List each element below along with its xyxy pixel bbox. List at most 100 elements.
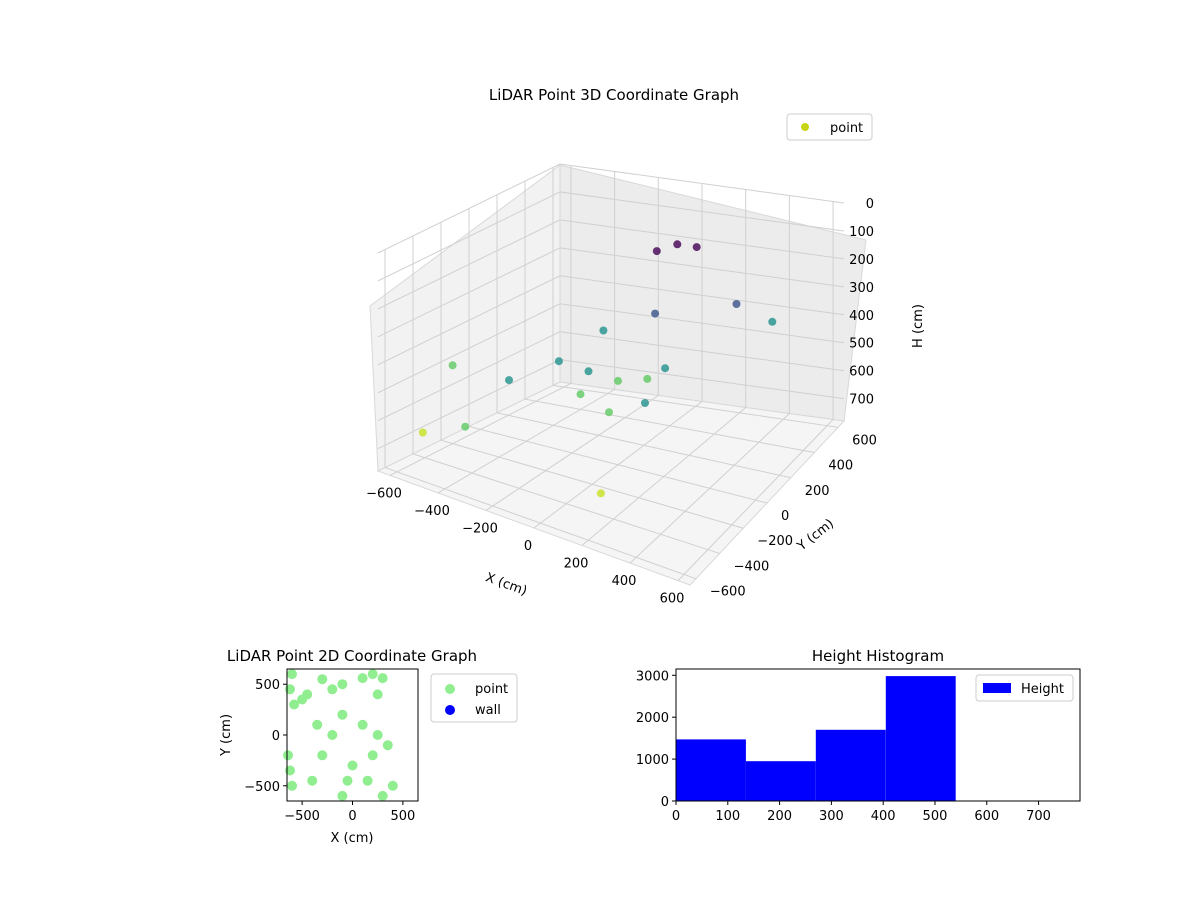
chart-3d-gridline-z xyxy=(377,247,845,338)
chart-3d-xtick: 200 xyxy=(564,557,589,572)
chart-3d-xtick: −400 xyxy=(414,504,450,519)
chart-histogram-bar xyxy=(676,739,746,801)
chart-2d-point xyxy=(337,709,348,720)
chart-histogram-legend-box xyxy=(975,674,1074,702)
chart-2d-ticks: −500 0 500 −500 0 500 xyxy=(244,678,415,824)
chart-3d-gridline-z xyxy=(377,331,845,422)
chart-2d-points xyxy=(283,669,398,801)
chart-histogram-frame xyxy=(675,668,1081,802)
chart-2d-legend-marker-point xyxy=(445,684,455,694)
chart-2d-point xyxy=(372,730,383,740)
chart-histogram-ticks: 0 100 200 300 400 500 600 700 0 1000 2000 3000 xyxy=(636,669,1051,824)
chart-2d-xtick: 0 xyxy=(348,809,356,824)
chart-2d-point xyxy=(367,750,378,761)
chart-2d-point xyxy=(307,775,318,786)
chart-3d-point xyxy=(605,408,613,417)
chart-2d-point xyxy=(377,673,388,684)
chart-3d-point xyxy=(692,243,701,252)
chart-3d-point xyxy=(768,317,777,326)
chart-histogram-xtick: 500 xyxy=(923,809,948,824)
chart-3d-point xyxy=(418,428,427,437)
chart-histogram-ytick: 1000 xyxy=(636,753,669,768)
chart-3d-point xyxy=(641,399,649,407)
chart-3d-ytick: −400 xyxy=(734,560,770,575)
chart-2d-legend-label-point: point xyxy=(475,682,508,697)
chart-histogram-ytick: 2000 xyxy=(636,711,669,726)
chart-3d-point xyxy=(461,422,470,431)
chart-3d-ylabel: Y (cm) xyxy=(794,516,837,554)
chart-histogram-bar xyxy=(815,729,886,801)
chart-2d-ytick: 500 xyxy=(255,678,280,693)
chart-3d-ztick: 0 xyxy=(866,197,874,212)
chart-3d-gridline-x xyxy=(437,171,616,494)
chart-3d-gridline-y xyxy=(384,249,697,580)
chart-2d-point xyxy=(347,760,358,771)
chart-3d-xtick: 400 xyxy=(612,574,637,589)
chart-3d-ytick: −200 xyxy=(757,534,793,549)
chart-2d-legend-marker-wall xyxy=(445,705,455,715)
chart-2d-point xyxy=(337,679,348,690)
chart-3d-point xyxy=(584,367,593,376)
chart-2d-ytick: 0 xyxy=(272,729,280,744)
chart-2d-point xyxy=(372,689,383,700)
chart-2d-point xyxy=(357,719,368,730)
chart-3d-points xyxy=(418,240,777,498)
chart-histogram-xtick: 600 xyxy=(974,809,999,824)
chart-3d-title: LiDAR Point 3D Coordinate Graph xyxy=(489,86,739,104)
chart-3d-point xyxy=(651,309,660,318)
chart-3d-point xyxy=(554,357,563,366)
chart-2d: LiDAR Point 2D Coordinate Graph −500 0 500… xyxy=(219,647,518,846)
chart-3d-ytick: 400 xyxy=(828,459,853,474)
chart-2d-point xyxy=(357,673,368,684)
chart-2d-point xyxy=(287,780,297,791)
chart-3d-ztick: 100 xyxy=(849,225,874,240)
chart-3d-ztick: 500 xyxy=(849,337,874,352)
chart-3d: LiDAR Point 3D Coordinate Graph −600 −400… xyxy=(366,86,926,607)
chart-3d-gridline-y xyxy=(412,235,720,554)
chart-3d-legend: point xyxy=(786,113,873,141)
chart-3d-point xyxy=(673,240,682,249)
chart-histogram-xtick: 700 xyxy=(1026,809,1051,824)
chart-3d-gridline-z xyxy=(377,163,845,254)
chart-2d-point xyxy=(289,699,300,710)
chart-2d-xtick: −500 xyxy=(284,809,320,824)
chart-3d-gridline-y xyxy=(524,181,815,454)
chart-2d-ylabel: Y (cm) xyxy=(219,714,234,757)
chart-histogram-bar xyxy=(885,676,956,801)
chart-histogram-legend-swatch xyxy=(983,683,1011,693)
chart-3d-gridline-x xyxy=(629,195,790,564)
chart-2d-point xyxy=(382,740,393,751)
chart-2d-title: LiDAR Point 2D Coordinate Graph xyxy=(227,647,477,665)
chart-3d-legend-marker xyxy=(801,123,809,131)
chart-histogram-bar xyxy=(745,761,816,801)
chart-2d-point xyxy=(317,750,328,761)
chart-histogram-xtick: 300 xyxy=(819,809,844,824)
chart-3d-gridline-z xyxy=(377,275,845,366)
chart-3d-gridline-x xyxy=(677,201,834,581)
chart-histogram-xtick: 200 xyxy=(767,809,792,824)
chart-3d-point xyxy=(661,364,670,373)
chart-3d-back-pane xyxy=(559,164,867,422)
chart-2d-point xyxy=(302,689,313,700)
chart-histogram-xtick: 400 xyxy=(871,809,896,824)
chart-3d-gridline-x xyxy=(389,165,572,476)
chart-3d-ztick: 400 xyxy=(849,309,874,324)
chart-3d-gridline-z xyxy=(377,219,845,310)
chart-histogram-legend-label: Height xyxy=(1021,682,1064,697)
chart-histogram: Height Histogram 0 100 200 300 400 500 600 7000… xyxy=(636,647,1081,824)
chart-3d-zlabel: H (cm) xyxy=(911,304,926,348)
chart-2d-point xyxy=(362,775,373,786)
chart-2d-point xyxy=(387,780,398,791)
chart-2d-point xyxy=(287,669,297,680)
chart-2d-point xyxy=(327,684,338,695)
chart-3d-ytick: 600 xyxy=(852,433,877,448)
chart-2d-axes xyxy=(287,669,418,801)
chart-3d-gridline-y xyxy=(440,222,744,529)
chart-histogram-bars xyxy=(676,676,956,801)
chart-2d-point xyxy=(342,775,353,786)
chart-3d-xtick: −200 xyxy=(462,522,498,537)
chart-2d-point xyxy=(317,674,328,685)
chart-3d-point xyxy=(448,361,457,370)
chart-3d-ztick: 300 xyxy=(849,281,874,296)
chart-3d-ticks: −600 −400 −200 0 200 400 600 −600 −400 −200 0 200 40… xyxy=(366,197,877,607)
